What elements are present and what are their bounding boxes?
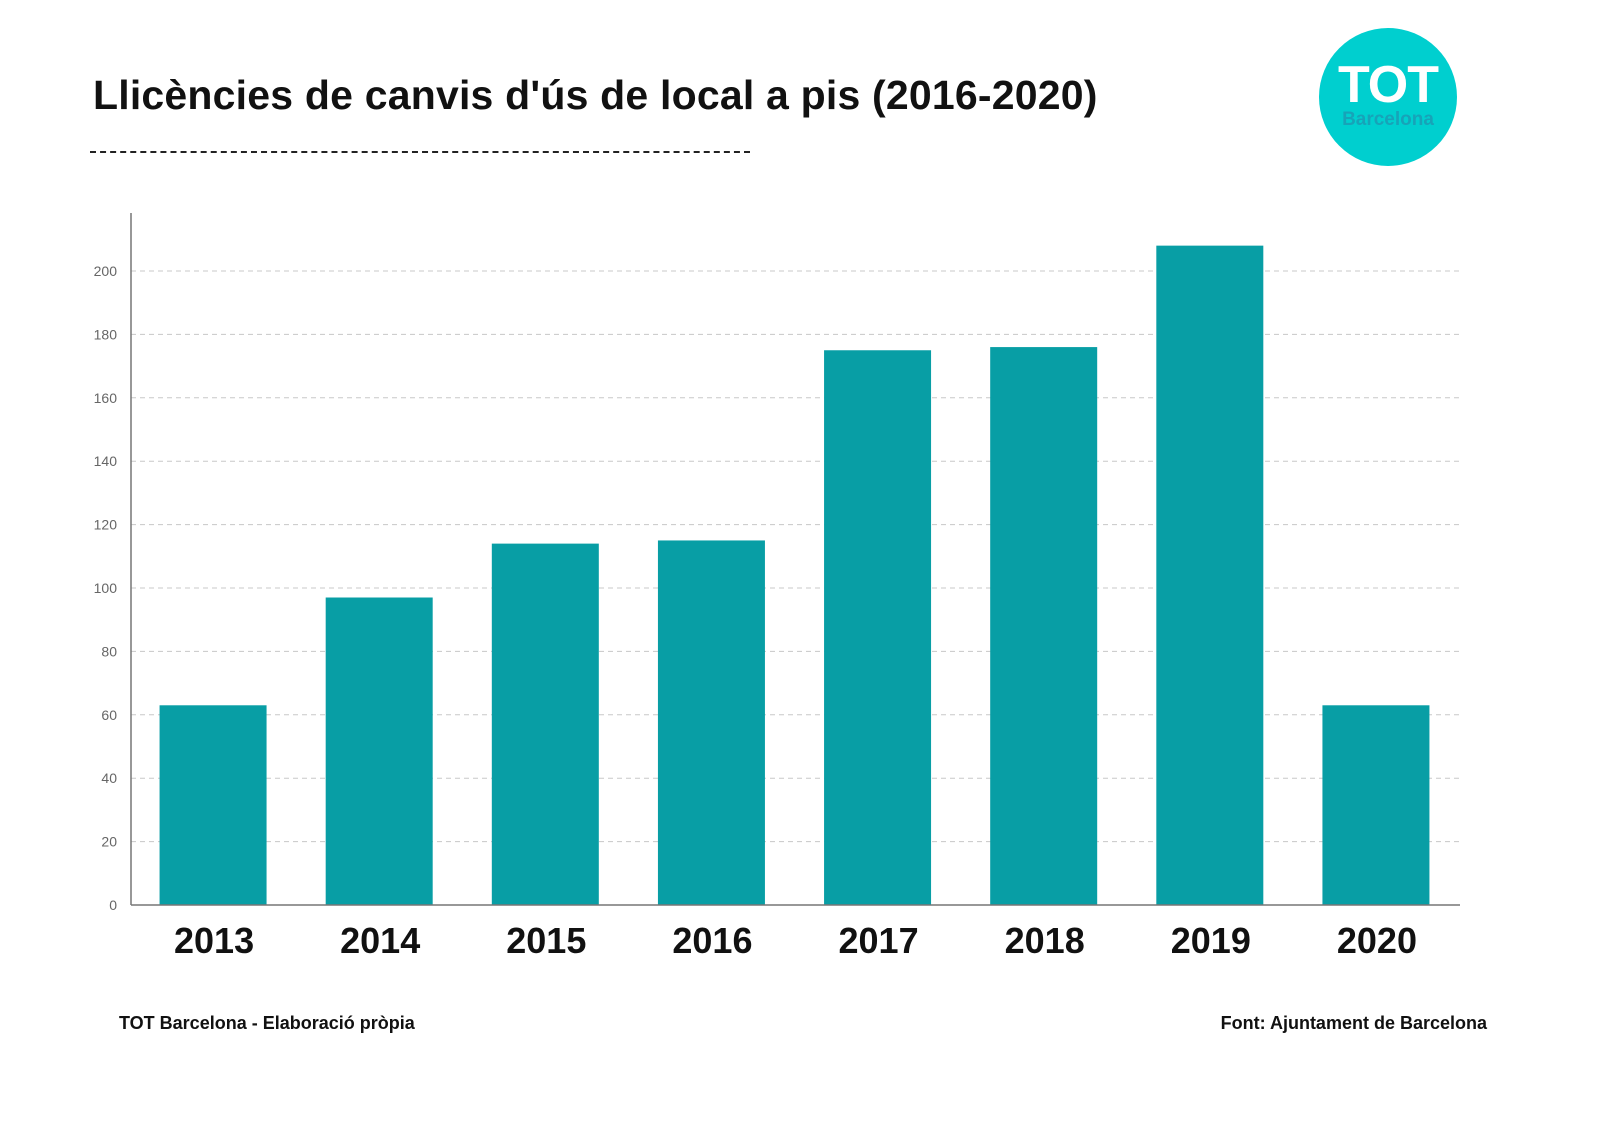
footer-source: Font: Ajuntament de Barcelona bbox=[1220, 1013, 1487, 1033]
y-tick-label: 120 bbox=[94, 517, 118, 533]
bar-2018 bbox=[990, 347, 1098, 906]
bar-2015 bbox=[491, 543, 599, 905]
bar-2014 bbox=[325, 597, 433, 905]
x-tick-label: 2016 bbox=[672, 920, 752, 961]
tot-barcelona-logo: TOT Barcelona bbox=[1319, 28, 1457, 166]
footer-credit: TOT Barcelona - Elaboració pròpia bbox=[119, 1013, 415, 1033]
page-title: Llicències de canvis d'ús de local a pis… bbox=[93, 72, 1098, 118]
x-tick-label: 2015 bbox=[506, 920, 586, 961]
x-tick-label: 2017 bbox=[839, 920, 919, 961]
y-tick-label: 200 bbox=[94, 263, 118, 279]
y-tick-label: 40 bbox=[101, 770, 117, 786]
y-tick-label: 20 bbox=[101, 834, 117, 850]
bar-2019 bbox=[1156, 245, 1264, 905]
x-tick-label: 2019 bbox=[1171, 920, 1251, 961]
y-tick-label: 0 bbox=[109, 897, 117, 913]
bar-2013 bbox=[159, 705, 267, 905]
bar-2016 bbox=[657, 540, 765, 905]
y-tick-label: 100 bbox=[94, 580, 118, 596]
title-divider bbox=[90, 151, 750, 153]
x-tick-label: 2020 bbox=[1337, 920, 1417, 961]
y-tick-label: 140 bbox=[94, 453, 118, 469]
bar-2017 bbox=[824, 350, 932, 905]
bar-2020 bbox=[1322, 705, 1430, 905]
logo-text-sub: Barcelona bbox=[1342, 109, 1434, 130]
y-tick-label: 160 bbox=[94, 390, 118, 406]
logo-text-main: TOT bbox=[1337, 56, 1439, 114]
x-tick-label: 2018 bbox=[1005, 920, 1085, 961]
x-tick-label: 2013 bbox=[174, 920, 254, 961]
x-tick-label: 2014 bbox=[340, 920, 420, 961]
y-tick-label: 180 bbox=[94, 326, 118, 342]
y-tick-label: 60 bbox=[101, 707, 117, 723]
y-tick-label: 80 bbox=[101, 643, 117, 659]
